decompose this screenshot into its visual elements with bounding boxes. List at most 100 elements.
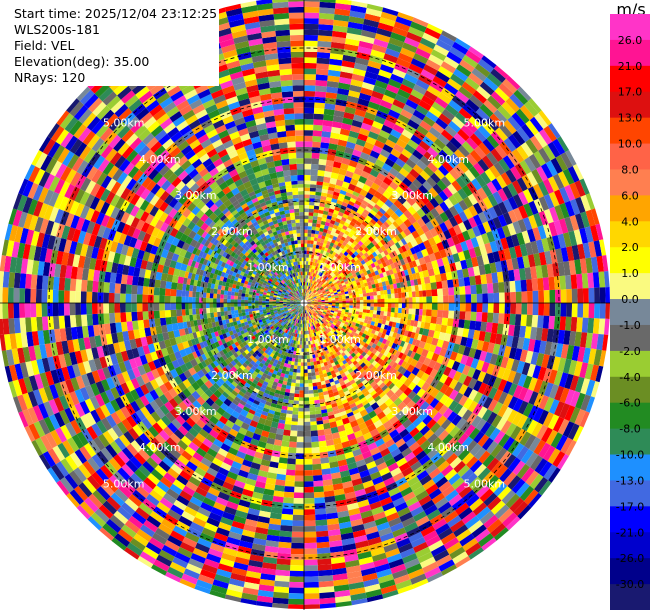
- velocity-cell: [372, 354, 378, 361]
- velocity-cell: [331, 354, 336, 360]
- velocity-cell: [170, 296, 177, 303]
- velocity-cell: [514, 314, 522, 326]
- velocity-cell: [300, 365, 304, 370]
- velocity-cell: [80, 303, 87, 315]
- velocity-cell: [310, 303, 315, 305]
- velocity-cell: [588, 303, 595, 319]
- velocity-cell: [234, 299, 238, 303]
- velocity-cell: [311, 322, 314, 326]
- velocity-cell: [548, 467, 561, 483]
- velocity-cell: [315, 316, 319, 320]
- velocity-cell: [220, 307, 224, 312]
- velocity-cell: [80, 291, 87, 303]
- velocity-cell: [339, 329, 344, 334]
- velocity-cell: [312, 382, 318, 387]
- velocity-cell: [297, 430, 304, 437]
- velocity-cell: [552, 356, 561, 371]
- velocity-cell: [371, 329, 376, 335]
- velocity-cell: [384, 307, 388, 312]
- velocity-cell: [393, 574, 411, 585]
- velocity-cell: [309, 410, 316, 415]
- velocity-cell: [486, 440, 499, 455]
- velocity-cell: [306, 305, 309, 309]
- velocity-cell: [459, 533, 475, 547]
- velocity-cell: [448, 310, 455, 319]
- velocity-cell: [280, 525, 293, 532]
- velocity-cell: [437, 303, 444, 311]
- velocity-cell: [451, 477, 465, 490]
- velocity-cell: [508, 457, 521, 472]
- velocity-cell: [335, 355, 341, 361]
- velocity-cell: [335, 382, 341, 388]
- velocity-cell: [338, 318, 343, 323]
- velocity-cell: [306, 316, 309, 321]
- velocity-cell: [86, 314, 94, 326]
- velocity-cell: [69, 303, 76, 316]
- velocity-cell: [209, 293, 214, 299]
- velocity-cell: [337, 424, 346, 433]
- velocity-cell: [450, 519, 465, 533]
- velocity-cell: [331, 477, 343, 485]
- velocity-cell: [294, 361, 298, 366]
- velocity-cell: [415, 515, 430, 527]
- velocity-cell: [304, 587, 320, 594]
- velocity-cell: [378, 337, 384, 343]
- velocity-cell: [382, 362, 389, 370]
- velocity-cell: [334, 343, 340, 349]
- velocity-cell: [406, 343, 412, 350]
- velocity-cell: [369, 346, 375, 353]
- velocity-cell: [437, 501, 452, 514]
- velocity-cell: [341, 320, 346, 324]
- velocity-cell: [370, 381, 377, 388]
- velocity-cell: [328, 305, 332, 308]
- velocity-cell: [363, 381, 371, 388]
- velocity-cell: [328, 356, 333, 361]
- velocity-cell: [304, 537, 317, 544]
- velocity-cell: [142, 311, 149, 320]
- velocity-cell: [457, 344, 466, 355]
- velocity-cell: [471, 524, 487, 538]
- velocity-cell: [569, 407, 581, 424]
- velocity-cell: [307, 365, 311, 370]
- velocity-cell: [164, 303, 171, 311]
- velocity-cell: [316, 378, 321, 383]
- velocity-cell: [304, 379, 309, 384]
- velocity-cell: [454, 335, 463, 345]
- velocity-cell: [293, 400, 299, 405]
- velocity-cell: [327, 523, 340, 531]
- velocity-cell: [185, 303, 189, 310]
- velocity-cell: [75, 303, 81, 315]
- velocity-cell: [479, 510, 495, 525]
- velocity-cell: [314, 339, 317, 344]
- velocity-cell: [120, 312, 127, 323]
- velocity-cell: [304, 581, 319, 588]
- velocity-cell: [348, 507, 361, 516]
- velocity-cell: [420, 525, 436, 537]
- velocity-cell: [312, 308, 316, 312]
- velocity-cell: [307, 309, 310, 313]
- velocity-cell: [276, 564, 291, 571]
- velocity-cell: [331, 307, 336, 310]
- velocity-cell: [387, 443, 399, 453]
- velocity-cell: [366, 490, 378, 500]
- velocity-cell: [494, 504, 510, 519]
- velocity-cell: [358, 394, 365, 400]
- velocity-cell: [306, 305, 310, 308]
- velocity-cell: [367, 495, 380, 505]
- velocity-cell: [418, 411, 429, 422]
- velocity-cell: [223, 290, 228, 295]
- velocity-cell: [468, 547, 484, 560]
- velocity-cell: [305, 313, 307, 317]
- velocity-cell: [314, 305, 318, 308]
- velocity-cell: [369, 390, 377, 397]
- velocity-cell: [244, 293, 249, 298]
- velocity-cell: [498, 344, 506, 357]
- velocity-cell: [462, 365, 471, 376]
- velocity-cell: [351, 365, 357, 371]
- velocity-cell: [324, 433, 333, 441]
- velocity-cell: [322, 318, 326, 322]
- velocity-cell: [363, 348, 370, 354]
- velocity-cell: [415, 490, 429, 502]
- velocity-cell: [323, 339, 327, 344]
- velocity-cell: [322, 343, 327, 348]
